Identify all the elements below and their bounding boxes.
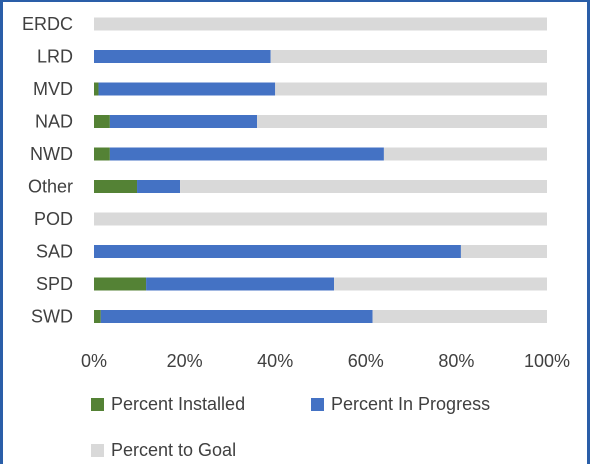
- category-label: MVD: [33, 79, 73, 99]
- bar-segment-percent-installed: [94, 180, 138, 193]
- bar-segment-percent-installed: [94, 115, 110, 128]
- bar-segment-percent-in-progress: [146, 277, 335, 291]
- x-tick-label: 100%: [524, 351, 570, 371]
- legend-label: Percent In Progress: [331, 394, 490, 414]
- bar-segment-percent-to-goal: [257, 115, 547, 128]
- bar-segment-percent-to-goal: [383, 147, 547, 161]
- category-label: ERDC: [22, 14, 73, 34]
- category-label: SPD: [36, 274, 73, 294]
- x-tick-label: 0%: [81, 351, 107, 371]
- bar-segment-percent-in-progress: [98, 82, 276, 96]
- bar-segment-percent-to-goal: [275, 82, 547, 96]
- stacked-bar-chart: ERDC LRD MVD NAD NWD Other POD SAD SPD SWD 0% 20% 4…: [22, 14, 570, 460]
- bar-segment-percent-in-progress: [100, 310, 373, 323]
- category-label: NWD: [30, 144, 73, 164]
- category-label: POD: [34, 209, 73, 229]
- bar-segment-percent-in-progress: [94, 245, 461, 258]
- legend-label: Percent to Goal: [111, 440, 236, 460]
- legend-swatch: [91, 398, 104, 411]
- category-label: LRD: [37, 47, 73, 67]
- legend-label: Percent Installed: [111, 394, 245, 414]
- x-tick-label: 40%: [257, 351, 293, 371]
- bar-segment-percent-to-goal: [460, 245, 547, 258]
- legend: Percent Installed Percent In Progress Perc…: [91, 394, 490, 460]
- bar-segment-percent-to-goal: [372, 310, 548, 323]
- bar-segment-percent-to-goal: [94, 212, 547, 226]
- bar-segment-percent-installed: [94, 82, 99, 96]
- bar-segment-percent-installed: [94, 147, 110, 161]
- legend-swatch: [91, 444, 104, 457]
- bars-group: [94, 17, 548, 323]
- bar-segment-percent-in-progress: [137, 180, 181, 193]
- category-label: SWD: [31, 307, 73, 327]
- legend-swatch: [311, 398, 324, 411]
- bar-segment-percent-to-goal: [334, 277, 547, 291]
- bar-segment-percent-installed: [94, 277, 147, 291]
- category-label: NAD: [35, 112, 73, 132]
- bar-segment-percent-installed: [94, 310, 101, 323]
- x-tick-label: 20%: [167, 351, 203, 371]
- x-axis-ticks: 0% 20% 40% 60% 80% 100%: [81, 351, 570, 371]
- x-tick-label: 80%: [438, 351, 474, 371]
- bar-segment-percent-to-goal: [94, 17, 547, 31]
- category-label: Other: [28, 177, 73, 197]
- bar-segment-percent-in-progress: [109, 115, 258, 128]
- category-labels: ERDC LRD MVD NAD NWD Other POD SAD SPD SWD: [22, 14, 73, 327]
- bar-segment-percent-in-progress: [109, 147, 384, 161]
- bar-segment-percent-to-goal: [270, 50, 547, 63]
- category-label: SAD: [36, 242, 73, 262]
- x-tick-label: 60%: [348, 351, 384, 371]
- bar-segment-percent-in-progress: [94, 50, 271, 63]
- bar-segment-percent-to-goal: [180, 180, 547, 193]
